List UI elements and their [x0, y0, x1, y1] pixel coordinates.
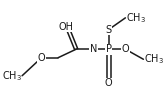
Text: S: S	[106, 25, 112, 35]
Text: P: P	[106, 44, 112, 54]
Text: CH$_3$: CH$_3$	[126, 11, 146, 25]
Text: O: O	[105, 78, 113, 88]
Text: CH$_3$: CH$_3$	[144, 52, 164, 66]
Text: O: O	[38, 53, 45, 63]
Text: CH$_3$: CH$_3$	[2, 69, 22, 83]
Text: O: O	[122, 44, 129, 54]
Text: OH: OH	[58, 22, 73, 32]
Text: N: N	[90, 44, 97, 54]
